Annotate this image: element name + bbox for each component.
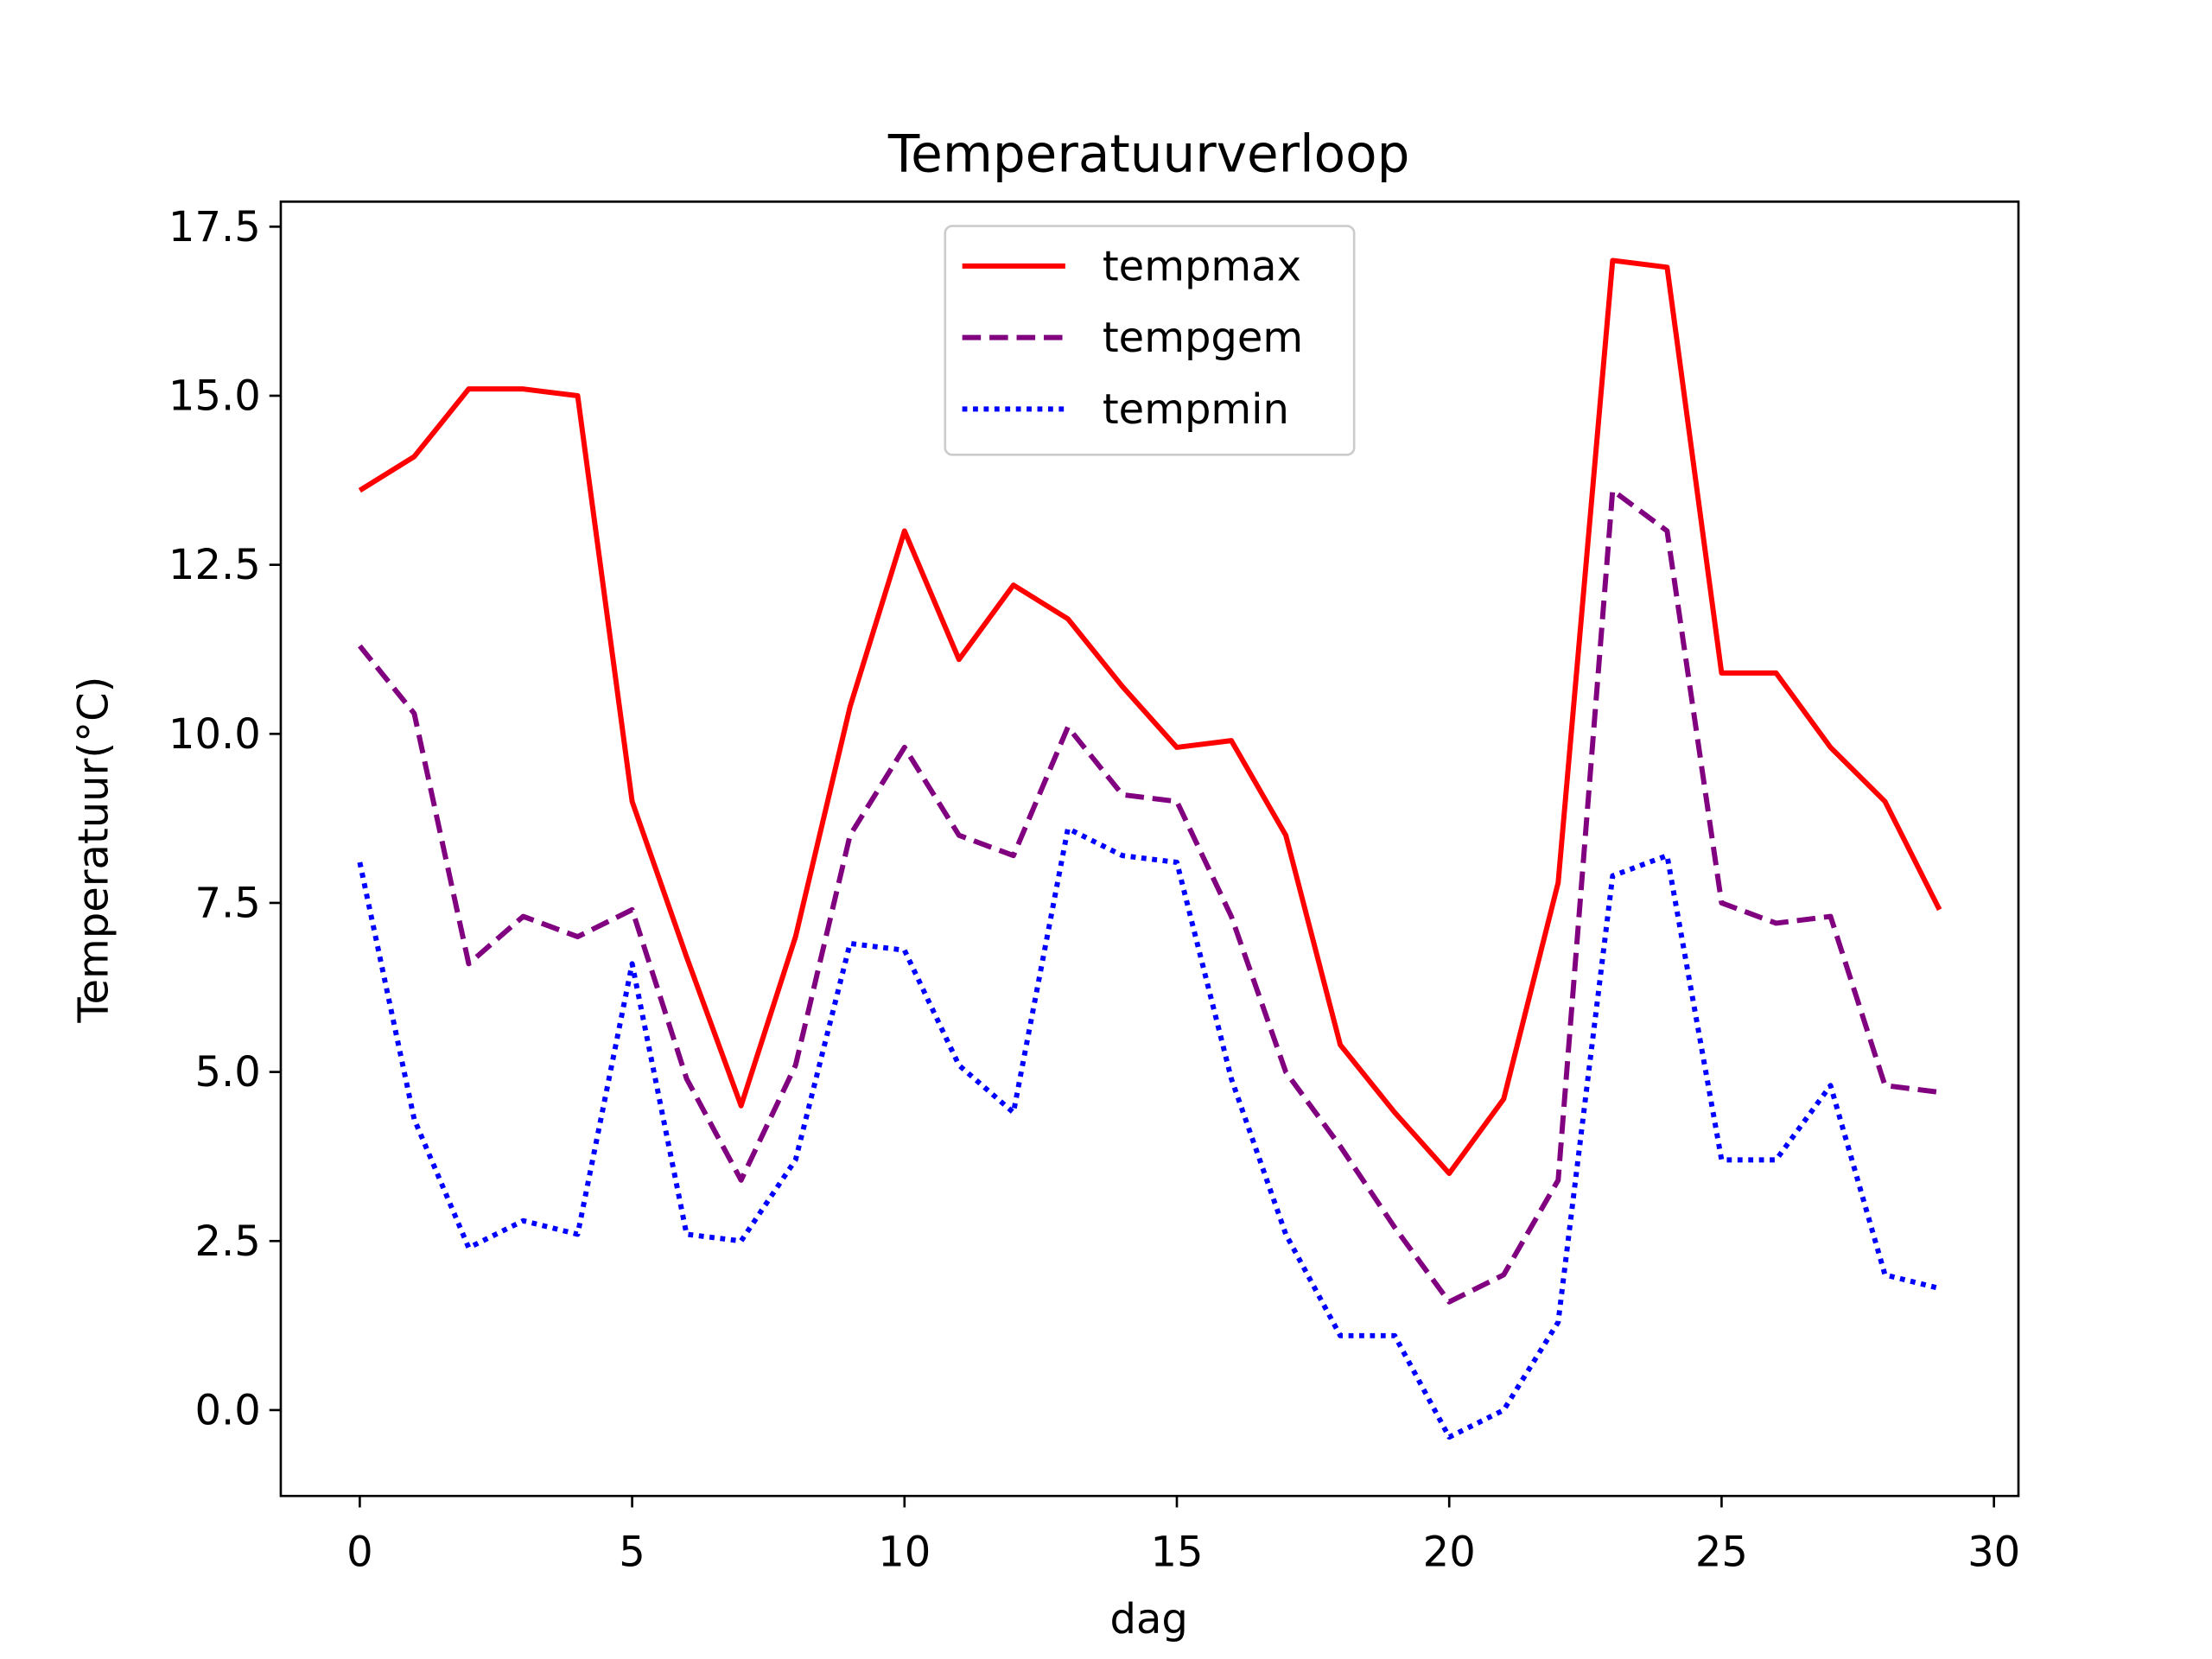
plot-frame — [279, 200, 2020, 1497]
x-tick-label: 30 — [1967, 1528, 2020, 1576]
legend-label: tempgem — [1103, 314, 1303, 362]
legend-label: tempmin — [1103, 385, 1289, 434]
series-line — [357, 825, 1941, 1440]
y-axis-label: Temperatuur(°C) — [70, 677, 118, 1024]
y-tick-label: 10.0 — [168, 710, 261, 759]
legend-box — [944, 225, 1356, 456]
series-line — [358, 257, 1942, 1176]
y-tick-label: 7.5 — [194, 880, 260, 928]
legend: tempmax tempgem tempmin — [944, 225, 1356, 456]
y-tick-label: 5.0 — [194, 1048, 260, 1096]
y-tick-label: 15.0 — [168, 372, 261, 421]
x-tick-label: 25 — [1695, 1528, 1748, 1576]
y-tick-label: 2.5 — [194, 1217, 260, 1266]
chart-title: Temperatuurverloop — [887, 125, 1410, 185]
y-tick-label: 12.5 — [168, 541, 261, 589]
y-tick-label: 17.5 — [168, 203, 261, 251]
x-tick-label: 5 — [619, 1528, 645, 1576]
legend-label: tempmax — [1103, 242, 1301, 290]
x-tick-label: 15 — [1150, 1528, 1203, 1576]
x-tick-label: 20 — [1423, 1528, 1476, 1576]
y-tick-label: 0.0 — [194, 1386, 260, 1434]
series-line — [358, 487, 1940, 1305]
x-tick-label: 0 — [346, 1528, 373, 1576]
x-axis-label: dag — [1109, 1595, 1187, 1643]
x-tick-label: 10 — [878, 1528, 931, 1576]
